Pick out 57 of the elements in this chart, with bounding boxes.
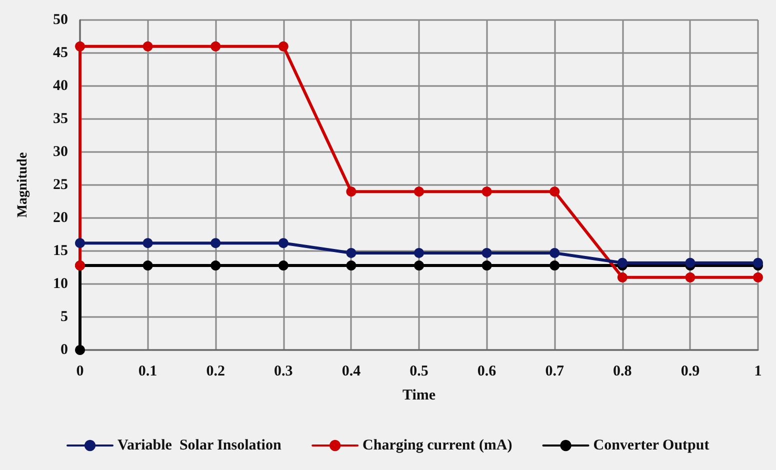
point — [142, 41, 153, 52]
point — [482, 186, 492, 197]
x-tick-label: 0.7 — [545, 364, 564, 380]
y-tick-label: 30 — [53, 144, 68, 160]
y-axis-title: Magnitude — [16, 152, 30, 218]
point — [482, 260, 492, 271]
point — [685, 258, 696, 268]
x-tick-label: 0.5 — [410, 364, 428, 380]
y-tick-label: 10 — [53, 276, 68, 292]
x-tick-label: 0.8 — [613, 364, 632, 380]
point — [685, 272, 696, 282]
point — [142, 260, 153, 271]
x-tick-label: 0.1 — [138, 364, 158, 380]
legend-label: Charging current (mA) — [362, 438, 512, 454]
x-tick-label: 0.6 — [477, 364, 497, 380]
point — [414, 186, 424, 197]
x-tick-label: 0.3 — [274, 364, 293, 380]
point — [210, 238, 221, 248]
point — [75, 41, 85, 52]
y-tick-label: 20 — [53, 210, 68, 226]
point — [75, 345, 85, 355]
y-tick-label: 0 — [60, 342, 68, 358]
point — [550, 260, 560, 271]
point — [617, 272, 628, 282]
x-tick-label: 0.4 — [342, 364, 362, 380]
point — [75, 238, 85, 248]
x-tick-label: 0 — [76, 364, 84, 380]
y-tick-label: 50 — [53, 12, 68, 28]
point — [414, 248, 424, 258]
x-tick-label: 1 — [754, 364, 762, 380]
x-tick-label: 0.2 — [206, 364, 225, 380]
y-tick-label: 5 — [60, 309, 68, 325]
y-tick-label: 35 — [53, 111, 68, 127]
point — [278, 41, 288, 52]
legend-label: Variable Solar Insolation — [118, 438, 282, 454]
point — [278, 238, 288, 248]
point — [617, 258, 628, 268]
y-tick-label: 45 — [53, 45, 68, 61]
point — [482, 248, 492, 258]
point — [550, 248, 560, 258]
point — [210, 41, 221, 52]
y-tick-label: 25 — [53, 177, 68, 193]
x-axis-title: Time — [402, 388, 436, 404]
y-tick-label: 40 — [53, 78, 68, 94]
point — [142, 238, 153, 248]
y-tick-label: 15 — [53, 243, 68, 259]
point — [346, 260, 356, 271]
point — [346, 186, 356, 197]
point — [346, 248, 356, 258]
point — [210, 260, 221, 271]
point — [414, 260, 424, 271]
point — [278, 260, 288, 271]
x-tick-label: 0.9 — [680, 364, 700, 380]
legend-label: Converter Output — [593, 438, 710, 454]
point — [550, 186, 560, 197]
point — [753, 272, 763, 282]
point — [753, 258, 763, 268]
